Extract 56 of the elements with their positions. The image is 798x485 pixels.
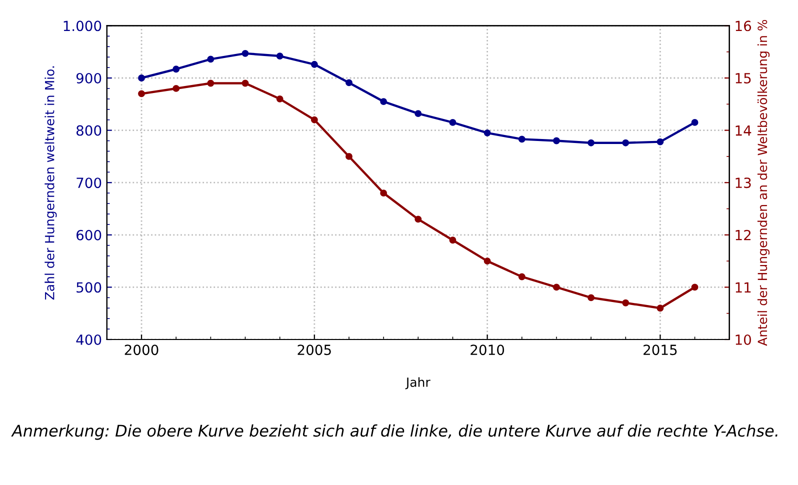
x-tick-label: 2000 — [124, 344, 158, 356]
y2-tick-label: 11 — [736, 282, 751, 292]
point — [346, 79, 352, 86]
point — [276, 95, 284, 102]
point — [242, 80, 249, 87]
x-tick-label: 2005 — [298, 344, 331, 356]
point — [622, 299, 630, 306]
point — [172, 84, 180, 92]
point — [553, 137, 560, 144]
text: Anmerkung: Die obere Kurve bezieht sich auf die linke, die untere Kurve auf die rechte Y-Achse. — [11, 424, 778, 440]
y2-tick-label: 15 — [736, 73, 751, 84]
point — [346, 152, 352, 160]
point — [484, 129, 491, 136]
point — [414, 110, 422, 118]
point — [656, 304, 664, 312]
point — [588, 294, 595, 302]
point — [138, 90, 145, 98]
y-tick-label: 400 — [76, 334, 102, 345]
point — [310, 116, 318, 124]
y2-tick-label: 10 — [736, 334, 751, 345]
y2-tick-label: 16 — [736, 20, 752, 32]
point — [276, 52, 284, 60]
point — [518, 273, 526, 280]
point — [172, 66, 180, 73]
y-tick-label: 900 — [76, 72, 102, 84]
y-axis-title: Zahl der Hungernden weltweit in Mio. — [44, 66, 57, 300]
x-axis-title: Jahr — [405, 377, 430, 390]
x-tick-label: 2015 — [644, 344, 677, 356]
y-tick-label: 600 — [76, 230, 102, 240]
point — [242, 50, 249, 57]
point — [449, 118, 456, 126]
point — [588, 139, 595, 146]
point — [656, 138, 664, 146]
point — [484, 258, 491, 265]
point — [207, 56, 214, 63]
point — [207, 80, 214, 87]
y-tick-label: 800 — [76, 125, 102, 136]
y2-axis-title: Anteil der Hungernden an der Weltbevölkerung in % — [757, 20, 770, 346]
point — [414, 216, 422, 223]
y2-tick-label: 14 — [736, 125, 752, 136]
point — [380, 98, 388, 106]
point — [691, 284, 698, 291]
point — [518, 136, 526, 143]
point — [380, 190, 388, 197]
y2-tick-label: 12 — [736, 230, 751, 240]
y-tick-label: 500 — [76, 282, 102, 293]
y-tick-label: 1.000 — [64, 20, 102, 32]
y-tick-label: 700 — [76, 178, 102, 188]
point — [691, 118, 698, 126]
point — [310, 60, 318, 68]
point — [553, 284, 560, 291]
point — [138, 74, 145, 82]
point — [622, 139, 630, 146]
x-tick-label: 2010 — [470, 344, 504, 356]
point — [449, 236, 456, 244]
y2-tick-label: 13 — [736, 178, 751, 188]
